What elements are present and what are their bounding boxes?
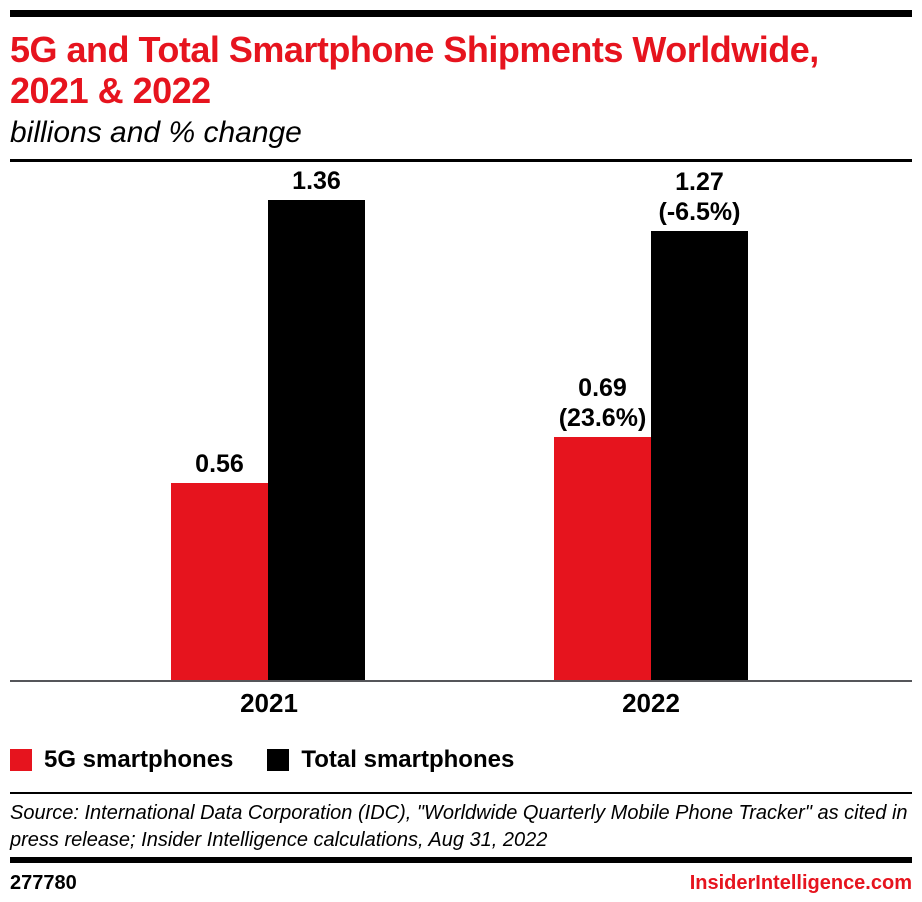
bar-group-2021: 0.56 1.36 xyxy=(171,167,365,681)
top-divider-bar xyxy=(10,10,912,17)
source-note: Source: International Data Corporation (… xyxy=(10,801,908,851)
chart-subtitle: billions and % change xyxy=(10,115,302,149)
bar-value-label-2021-5g: 0.56 xyxy=(195,450,244,479)
legend-label-total: Total smartphones xyxy=(301,745,515,773)
x-axis: 2021 2022 xyxy=(10,682,912,722)
bar-2021-total: 1.36 xyxy=(268,167,365,681)
plot-area: 0.69 (23.6%) 1.27 (-6.5%) 0.56 1.36 xyxy=(10,162,912,682)
legend-swatch-5g xyxy=(10,748,32,771)
chart-id: 277780 xyxy=(10,871,77,894)
site-link[interactable]: InsiderIntelligence.com xyxy=(689,871,912,894)
header-divider xyxy=(10,158,912,162)
legend-item-5g: 5G smartphones xyxy=(10,746,233,774)
page: 5G and Total Smartphone Shipments Worldw… xyxy=(0,10,922,895)
chart-title: 5G and Total Smartphone Shipments Worldw… xyxy=(10,29,819,112)
legend-item-total: Total smartphones xyxy=(267,746,514,774)
bar-2022-total: 1.27 (-6.5%) xyxy=(651,168,748,681)
source-divider xyxy=(10,791,912,794)
x-axis-line xyxy=(10,679,912,682)
bar-group-2022: 0.69 (23.6%) 1.27 (-6.5%) xyxy=(554,168,748,681)
bottom-divider-bar xyxy=(10,856,912,863)
bar-2022-5g: 0.69 (23.6%) xyxy=(554,374,651,681)
bar-value-label-2021-total: 1.36 xyxy=(292,167,341,196)
x-axis-label-2021: 2021 xyxy=(240,687,298,718)
legend-label-5g: 5G smartphones xyxy=(44,745,234,773)
bar-value-label-2022-5g: 0.69 (23.6%) xyxy=(558,373,647,433)
legend-swatch-total xyxy=(267,748,290,771)
x-axis-label-2022: 2022 xyxy=(622,687,680,718)
legend: 5G smartphones Total smartphones xyxy=(10,746,912,774)
bar-value-label-2022-total: 1.27 (-6.5%) xyxy=(658,167,741,227)
footer: 277780 InsiderIntelligence.com xyxy=(10,872,912,895)
bar-2021-5g: 0.56 xyxy=(171,450,268,681)
